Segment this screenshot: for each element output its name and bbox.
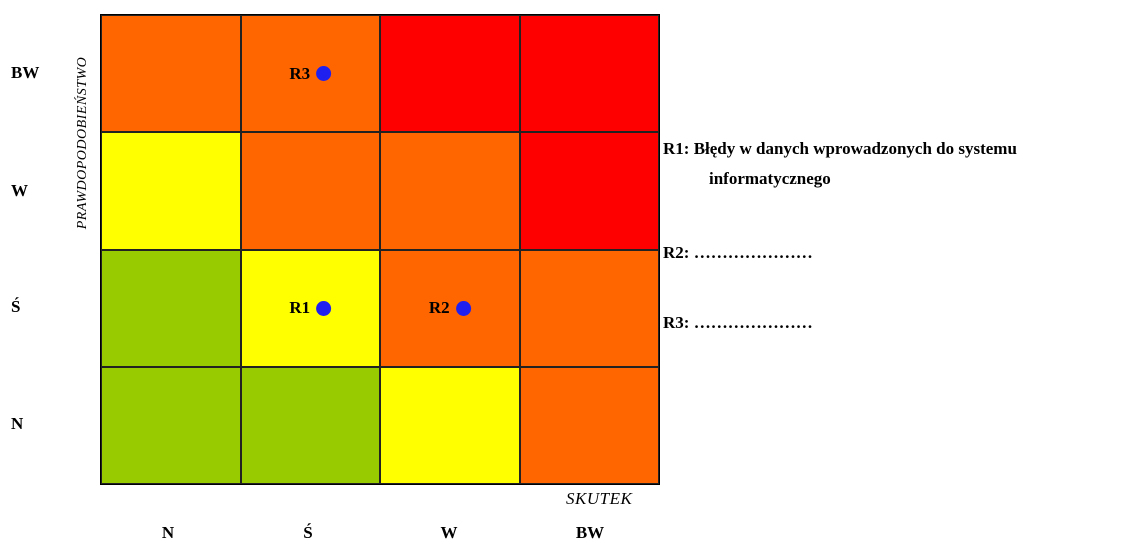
- matrix-cell-r2-c0: [101, 249, 241, 367]
- row-label-s: Ś: [11, 297, 21, 316]
- matrix-cell-r2-c1: R1: [240, 249, 380, 367]
- x-axis-title: SKUTEK: [566, 489, 633, 508]
- matrix-cell-r3-c1: [240, 366, 380, 484]
- legend-item-r1: R1: Błędy w danych wprowadzonych do syst…: [663, 139, 1017, 189]
- matrix-cell-r2-c2: R2: [380, 249, 520, 367]
- risk-dot-icon: [316, 66, 332, 82]
- matrix-cell-r1-c1: [240, 132, 380, 250]
- legend-r1-text: Błędy w danych wprowadzonych do systemu: [693, 139, 1017, 158]
- col-label-s: Ś: [303, 523, 313, 542]
- risk-dot-icon: [455, 300, 471, 316]
- risk-dot-icon: [316, 300, 332, 316]
- row-label-w: W: [11, 181, 28, 200]
- matrix-cell-r0-c2: [380, 15, 520, 133]
- risk-marker-r1: R1: [289, 298, 332, 318]
- col-label-n: N: [161, 523, 175, 542]
- col-label-bw: BW: [575, 523, 605, 542]
- risk-marker-label: R1: [289, 298, 311, 318]
- row-label-bw: BW: [11, 63, 40, 82]
- matrix-cell-r3-c0: [101, 366, 241, 484]
- matrix-cell-r1-c3: [519, 132, 659, 250]
- legend-r1-line1: R1: Błędy w danych wprowadzonych do syst…: [663, 139, 1017, 159]
- matrix-cell-r3-c3: [519, 366, 659, 484]
- matrix-cell-r3-c2: [380, 366, 520, 484]
- matrix-cell-r1-c2: [380, 132, 520, 250]
- matrix-cell-r0-c3: [519, 15, 659, 133]
- row-label-n: N: [11, 414, 24, 433]
- y-axis-title: PRAWDOPODOBIEŃSTWO: [75, 56, 90, 230]
- legend-item-r3: R3: …………………: [663, 313, 813, 332]
- legend-item-r2: R2: …………………: [663, 243, 813, 262]
- matrix-cell-r0-c0: [101, 15, 241, 133]
- legend-r1-prefix: R1:: [663, 139, 694, 158]
- risk-marker-r3: R3: [289, 63, 332, 84]
- risk-marker-r2: R2: [429, 298, 471, 318]
- legend-r1-line2: informatycznego: [709, 169, 831, 188]
- matrix-cell-r1-c0: [101, 132, 241, 250]
- col-label-w: W: [440, 523, 458, 542]
- matrix-cell-r0-c1: R3: [240, 15, 380, 133]
- matrix-cell-r2-c3: [519, 249, 659, 367]
- risk-matrix: R3 R1 R2: [100, 14, 660, 485]
- risk-marker-label: R3: [289, 63, 311, 83]
- risk-marker-label: R2: [428, 298, 450, 318]
